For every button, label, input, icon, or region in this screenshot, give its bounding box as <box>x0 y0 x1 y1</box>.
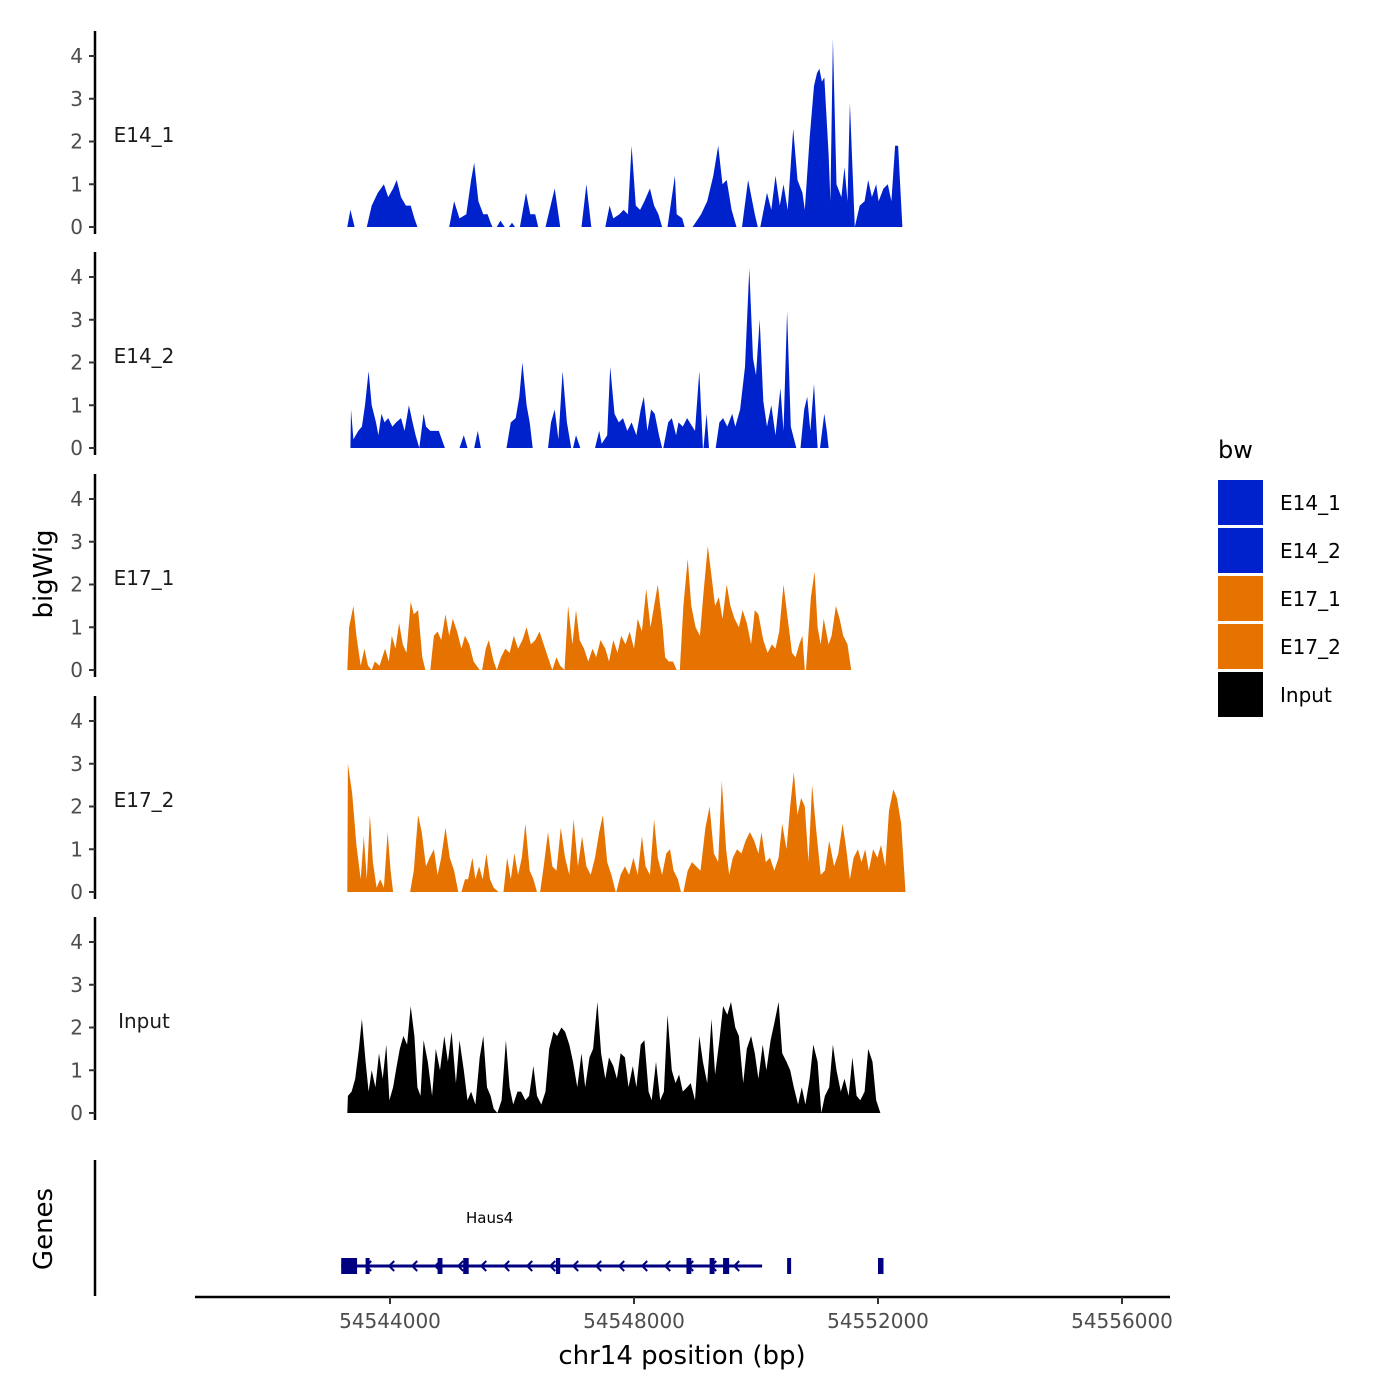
exon <box>686 1258 692 1274</box>
exon <box>437 1258 443 1274</box>
y-axis-title: bigWig <box>29 529 59 618</box>
x-axis-title: chr14 position (bp) <box>558 1341 805 1371</box>
coverage-area <box>347 1001 881 1113</box>
y-tick-label: 3 <box>70 973 83 997</box>
y-tick-label: 0 <box>70 658 83 682</box>
x-tick-label: 54544000 <box>339 1309 441 1333</box>
legend-item: E14_2 <box>1218 528 1341 573</box>
y-tick-label: 4 <box>70 44 83 68</box>
y-tick-label: 1 <box>70 393 83 417</box>
y-tick-label: 2 <box>70 795 83 819</box>
track-input: 0 1 2 3 4 Input <box>70 917 881 1125</box>
exon <box>709 1258 715 1274</box>
legend-title: bw <box>1218 436 1253 464</box>
exon <box>878 1258 884 1274</box>
legend-item: Input <box>1218 672 1332 717</box>
strand-arrow <box>732 1260 740 1272</box>
track-e17-1: 0 1 2 3 4 E17_1 <box>70 474 852 682</box>
legend-label: E17_2 <box>1280 635 1341 659</box>
gene-label: Haus4 <box>466 1209 513 1227</box>
genes-axis-title: Genes <box>29 1188 59 1270</box>
legend: E14_1 E14_2 E17_1 E17_2 Input <box>1218 480 1341 717</box>
strand-arrow <box>410 1260 418 1272</box>
y-tick-label: 3 <box>70 752 83 776</box>
y-tick-label: 2 <box>70 351 83 375</box>
legend-swatch <box>1218 576 1263 621</box>
y-tick-label: 0 <box>70 215 83 239</box>
exon <box>365 1258 370 1274</box>
coverage-area <box>347 546 852 670</box>
exon <box>341 1258 358 1274</box>
legend-item: E17_1 <box>1218 576 1341 621</box>
y-tick-label: 0 <box>70 436 83 460</box>
legend-swatch <box>1218 528 1263 573</box>
exon <box>787 1258 792 1274</box>
x-tick-label: 54548000 <box>583 1309 685 1333</box>
y-tick-label: 0 <box>70 1101 83 1125</box>
bigwig-tracks: 0 1 2 3 4 E14_1 0 1 2 3 4 E14_2 0 1 2 3 4 E17_1 0 1 2 3 4 E17_2… <box>70 31 906 1125</box>
y-tick-label: 1 <box>70 837 83 861</box>
y-tick-label: 1 <box>70 1058 83 1082</box>
y-tick-label: 3 <box>70 87 83 111</box>
strand-arrow <box>479 1260 487 1272</box>
coverage-area <box>347 763 906 892</box>
y-tick-label: 2 <box>70 130 83 154</box>
track-label: E17_1 <box>114 566 175 590</box>
legend-swatch <box>1218 672 1263 717</box>
strand-arrow <box>456 1260 464 1272</box>
legend-label: E17_1 <box>1280 587 1341 611</box>
y-tick-label: 2 <box>70 573 83 597</box>
track-e14-2: 0 1 2 3 4 E14_2 <box>70 252 829 460</box>
strand-arrow <box>663 1260 671 1272</box>
x-tick-label: 54552000 <box>827 1309 929 1333</box>
coverage-area <box>350 268 829 448</box>
y-tick-label: 1 <box>70 615 83 639</box>
strand-arrow <box>525 1260 533 1272</box>
x-axis: 54544000 54548000 54552000 54556000 <box>195 1295 1173 1333</box>
legend-item: E14_1 <box>1218 480 1341 525</box>
y-tick-label: 1 <box>70 172 83 196</box>
y-tick-label: 4 <box>70 487 83 511</box>
coverage-area <box>347 38 903 228</box>
strand-arrow <box>502 1260 510 1272</box>
y-tick-label: 0 <box>70 880 83 904</box>
strand-arrow <box>548 1260 556 1272</box>
legend-label: E14_1 <box>1280 491 1341 515</box>
strand-arrow <box>640 1260 648 1272</box>
legend-swatch <box>1218 624 1263 669</box>
y-tick-label: 4 <box>70 930 83 954</box>
exon <box>723 1258 730 1274</box>
legend-swatch <box>1218 480 1263 525</box>
y-tick-label: 3 <box>70 308 83 332</box>
genes-track: Haus4 <box>93 1160 884 1296</box>
y-tick-label: 4 <box>70 265 83 289</box>
exon <box>463 1258 469 1274</box>
strand-arrow <box>571 1260 579 1272</box>
track-label: E14_1 <box>114 123 175 147</box>
track-e17-2: 0 1 2 3 4 E17_2 <box>70 696 906 904</box>
legend-item: E17_2 <box>1218 624 1341 669</box>
exon <box>555 1258 561 1274</box>
legend-label: Input <box>1280 683 1332 707</box>
track-label: E14_2 <box>114 344 175 368</box>
track-label: Input <box>118 1009 170 1033</box>
track-e14-1: 0 1 2 3 4 E14_1 <box>70 31 903 239</box>
legend-label: E14_2 <box>1280 539 1341 563</box>
y-tick-label: 2 <box>70 1016 83 1040</box>
gene-haus4: Haus4 <box>341 1209 884 1274</box>
strand-arrow <box>617 1260 625 1272</box>
strand-arrow <box>387 1260 395 1272</box>
x-tick-label: 54556000 <box>1071 1309 1173 1333</box>
y-tick-label: 3 <box>70 530 83 554</box>
strand-arrow <box>594 1260 602 1272</box>
track-label: E17_2 <box>114 788 175 812</box>
y-tick-label: 4 <box>70 709 83 733</box>
